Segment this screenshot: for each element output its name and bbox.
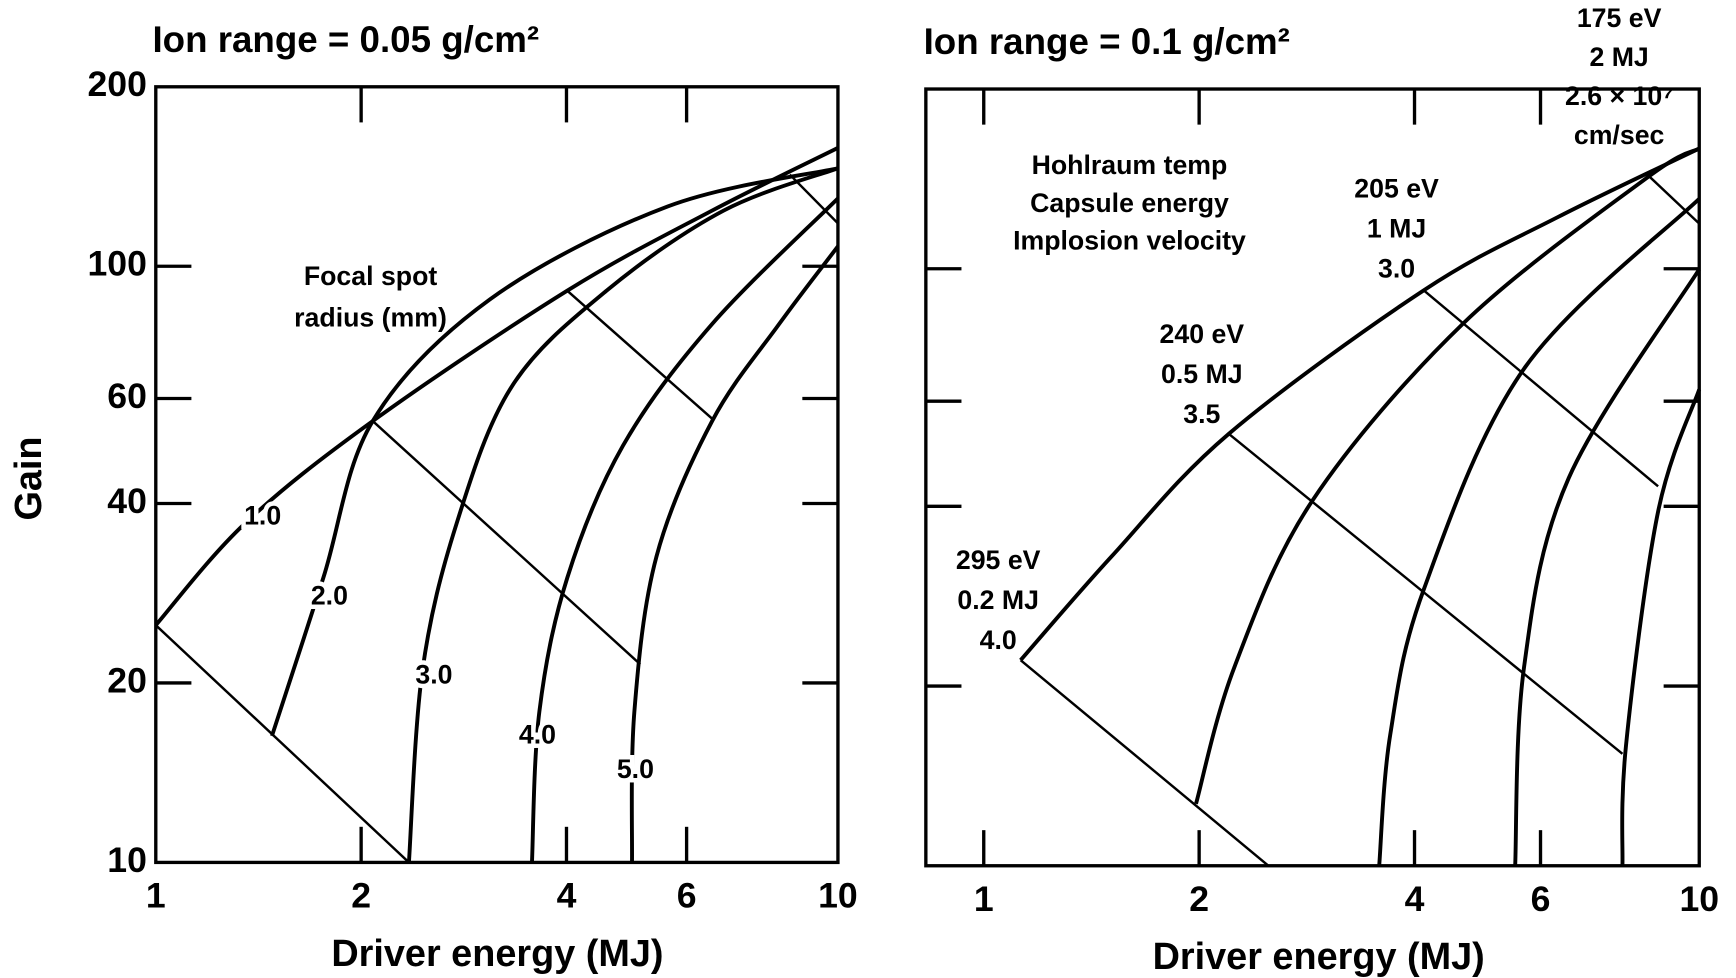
cross-line (1646, 173, 1701, 225)
annotation: 1 MJ (1367, 213, 1426, 243)
x-tick-label: 1 (974, 879, 994, 919)
x-tick-label: 2 (1189, 879, 1209, 919)
x-tick-label: 1 (146, 875, 166, 915)
panel: Ion range = 0.05 g/cm² 1 2 4 6 10 10 20 40 60 100 2… (8, 19, 858, 975)
x-tick-label: 10 (818, 875, 858, 915)
x-axis-label: Driver energy (MJ) (331, 933, 663, 975)
annotation: cm/sec (1574, 120, 1665, 150)
curve-label: 3.0 (415, 660, 452, 690)
chart-title: Ion range = 0.1 g/cm² (924, 21, 1290, 62)
annotation: 2.6 × 10⁷ (1565, 81, 1673, 111)
annotation: 4.0 (980, 625, 1017, 655)
curve (1377, 197, 1701, 866)
y-tick-label: 100 (87, 244, 146, 284)
cross-line (1227, 432, 1624, 755)
curve (406, 166, 839, 863)
curve-label: 4.0 (519, 720, 556, 750)
x-tick-label: 2 (351, 875, 371, 915)
annotation: 240 eV (1160, 319, 1245, 349)
curve (1620, 388, 1702, 866)
plot-frame (924, 87, 1701, 868)
y-tick-label: 20 (107, 660, 147, 700)
y-tick-label: 200 (87, 64, 146, 104)
cross-line (1422, 289, 1659, 488)
annotation: 0.2 MJ (957, 585, 1039, 615)
annotation: Capsule energy (1030, 188, 1229, 218)
annotation: 2 MJ (1589, 42, 1648, 72)
cross-line (566, 289, 713, 420)
annotation: radius (mm) (294, 302, 447, 332)
y-axis-label: Gain (8, 436, 50, 520)
x-axis-label: Driver energy (MJ) (1153, 936, 1485, 978)
y-tick-label: 60 (107, 376, 147, 416)
curve (629, 245, 840, 863)
x-tick-label: 10 (1679, 879, 1719, 919)
curve (1513, 268, 1701, 866)
x-tick-label: 6 (1531, 879, 1551, 919)
curve (154, 146, 839, 627)
cross-line (1019, 659, 1270, 867)
annotation: 3.5 (1183, 399, 1220, 429)
y-tick-label: 40 (107, 481, 147, 521)
annotation: Implosion velocity (1013, 226, 1246, 256)
annotation: 295 eV (956, 545, 1041, 575)
annotation: 0.5 MJ (1161, 359, 1243, 389)
curve (530, 196, 840, 863)
x-tick-label: 4 (1405, 879, 1425, 919)
x-tick-label: 6 (677, 875, 697, 915)
curve-label: 2.0 (311, 581, 348, 611)
annotation: Focal spot (304, 261, 438, 291)
panel: Ion range = 0.1 g/cm² 1 2 4 6 10 Driver energy… (924, 3, 1719, 978)
annotation: 205 eV (1354, 173, 1439, 203)
curve (1194, 146, 1701, 805)
curve-label: 1.0 (244, 500, 281, 530)
annotation: 3.0 (1378, 253, 1415, 283)
plot-frame (154, 85, 840, 865)
x-tick-label: 4 (557, 875, 577, 915)
figure-body: Ion range = 0.05 g/cm² 1 2 4 6 10 10 20 40 60 100 2… (8, 3, 1719, 978)
curve-label: 5.0 (617, 754, 654, 784)
curve (1019, 146, 1701, 662)
cross-line (371, 420, 642, 666)
cross-line (154, 624, 410, 864)
y-tick-label: 10 (107, 840, 147, 880)
annotation: 175 eV (1577, 3, 1662, 33)
annotation: Hohlraum temp (1032, 150, 1228, 180)
chart-title: Ion range = 0.05 g/cm² (152, 19, 539, 60)
curve (270, 166, 839, 737)
